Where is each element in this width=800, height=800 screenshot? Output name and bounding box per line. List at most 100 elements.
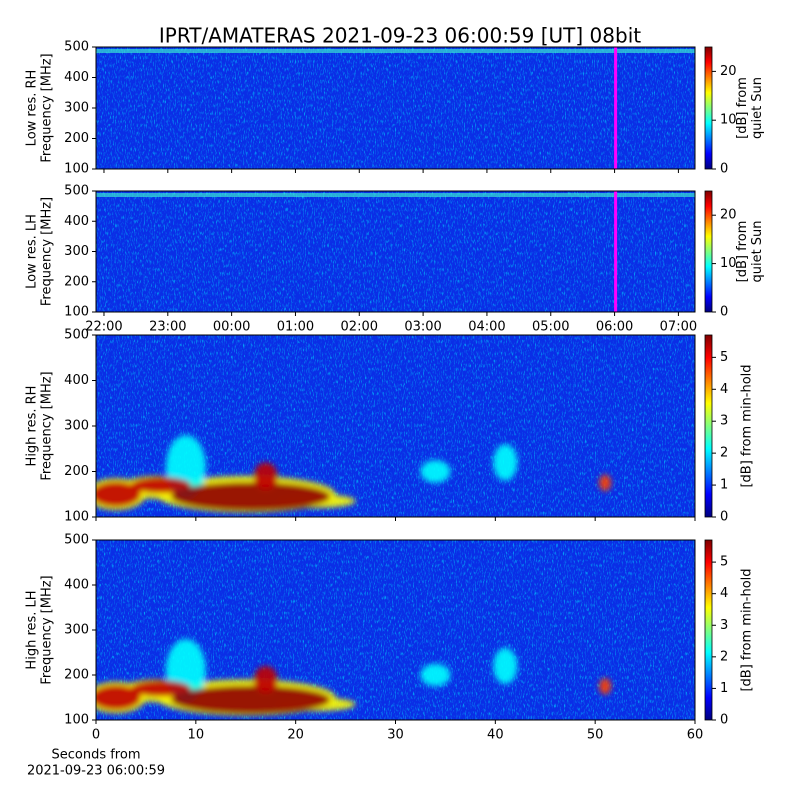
colorbar-tick-label: 10 <box>720 113 737 128</box>
y-tick-label: 100 <box>64 162 89 177</box>
x-tick-label: 04:00 <box>468 320 505 335</box>
top-band <box>96 193 695 197</box>
colorbar-tick-label: 4 <box>720 586 728 601</box>
burst <box>420 663 451 687</box>
colorbar-label: [dB] from <box>735 77 750 139</box>
y-tick-label: 200 <box>64 668 89 683</box>
x-axis-label: Seconds from <box>51 748 140 763</box>
burst <box>96 684 141 711</box>
y-axis-label: Low res. RH <box>25 70 40 147</box>
colorbar-tick-label: 0 <box>720 162 728 177</box>
colorbar-tick-label: 2 <box>720 446 728 461</box>
colorbar-tick-label: 0 <box>720 510 728 525</box>
top-band <box>96 49 695 53</box>
colorbar-label: [dB] from min-hold <box>740 364 755 487</box>
y-axis-label: High res. RH <box>25 386 40 467</box>
x-tick-label: 22:00 <box>85 320 122 335</box>
x-tick-label: 23:00 <box>149 320 186 335</box>
colorbar-tick-label: 3 <box>720 414 728 429</box>
y-tick-label: 200 <box>64 464 89 479</box>
colorbar-label: quiet Sun <box>750 220 765 282</box>
y-tick-label: 100 <box>64 305 89 320</box>
colorbar <box>704 190 713 313</box>
burst <box>493 648 518 684</box>
colorbar-label: quiet Sun <box>750 77 765 139</box>
colorbar-tick-label: 5 <box>720 555 728 570</box>
colorbar-tick-label: 1 <box>720 478 728 493</box>
x-tick-label: 03:00 <box>404 320 441 335</box>
burst <box>253 462 278 490</box>
colorbar-label: [dB] from <box>735 221 750 283</box>
x-tick-label: 01:00 <box>277 320 314 335</box>
colorbar <box>704 334 713 518</box>
colorbar-tick-label: 20 <box>720 64 737 79</box>
spectrogram <box>96 47 695 169</box>
y-axis-label: Frequency [MHz] <box>40 197 55 306</box>
y-tick-label: 400 <box>64 214 89 229</box>
spectrogram-noise <box>96 191 695 312</box>
spectrogram-noise <box>96 47 695 169</box>
y-axis-label: Frequency [MHz] <box>40 575 55 684</box>
colorbar-tick-label: 20 <box>720 208 737 223</box>
burst <box>130 680 191 697</box>
burst <box>170 685 331 715</box>
y-tick-label: 400 <box>64 578 89 593</box>
x-tick-label: 0 <box>92 728 100 743</box>
burst <box>130 476 191 494</box>
colorbar-tick-label: 5 <box>720 350 728 365</box>
colorbar <box>704 539 713 721</box>
burst <box>96 481 141 507</box>
spectrogram <box>96 191 695 312</box>
spectrogram <box>96 335 695 517</box>
colorbar-tick-label: 0 <box>720 305 728 320</box>
burst-group <box>96 435 612 513</box>
x-tick-label: 60 <box>687 728 704 743</box>
colorbar-tick-label: 10 <box>720 256 737 271</box>
x-tick-label: 07:00 <box>660 320 697 335</box>
y-tick-label: 100 <box>64 713 89 728</box>
colorbar-label: [dB] from min-hold <box>740 568 755 691</box>
burst <box>253 666 278 693</box>
colorbar-tick-label: 1 <box>720 681 728 696</box>
y-tick-label: 500 <box>64 184 89 199</box>
y-tick-label: 300 <box>64 101 89 116</box>
y-axis-label: Frequency [MHz] <box>40 53 55 162</box>
y-tick-label: 100 <box>64 510 89 525</box>
x-tick-label: 06:00 <box>596 320 633 335</box>
x-tick-label: 05:00 <box>532 320 569 335</box>
y-axis-label: Low res. LH <box>25 214 40 289</box>
burst <box>420 460 451 483</box>
y-tick-label: 500 <box>64 533 89 548</box>
x-tick-label: 20 <box>287 728 304 743</box>
y-axis-label: High res. LH <box>25 590 40 669</box>
y-axis-label: Frequency [MHz] <box>40 371 55 480</box>
burst <box>599 474 612 492</box>
spectrogram <box>96 540 695 720</box>
x-tick-label: 00:00 <box>213 320 250 335</box>
y-tick-label: 500 <box>64 328 89 343</box>
burst <box>493 444 518 481</box>
y-tick-label: 400 <box>64 373 89 388</box>
y-tick-label: 300 <box>64 419 89 434</box>
x-tick-label: 40 <box>487 728 504 743</box>
y-tick-label: 400 <box>64 70 89 85</box>
burst <box>599 678 612 695</box>
x-tick-label: 10 <box>188 728 205 743</box>
colorbar-tick-label: 2 <box>720 649 728 664</box>
colorbar <box>704 46 713 170</box>
x-tick-label: 50 <box>587 728 604 743</box>
figure-title: IPRT/AMATERAS 2021-09-23 06:00:59 [UT] 0… <box>159 24 641 48</box>
colorbar-tick-label: 3 <box>720 618 728 633</box>
y-tick-label: 200 <box>64 274 89 289</box>
colorbar-tick-label: 4 <box>720 382 728 397</box>
y-tick-label: 500 <box>64 40 89 55</box>
y-tick-label: 300 <box>64 244 89 259</box>
colorbar-tick-label: 0 <box>720 713 728 728</box>
y-tick-label: 300 <box>64 623 89 638</box>
y-tick-label: 200 <box>64 131 89 146</box>
x-tick-label: 30 <box>387 728 404 743</box>
burst-group <box>96 639 612 716</box>
x-axis-label: 2021-09-23 06:00:59 <box>27 764 165 779</box>
x-tick-label: 02:00 <box>341 320 378 335</box>
